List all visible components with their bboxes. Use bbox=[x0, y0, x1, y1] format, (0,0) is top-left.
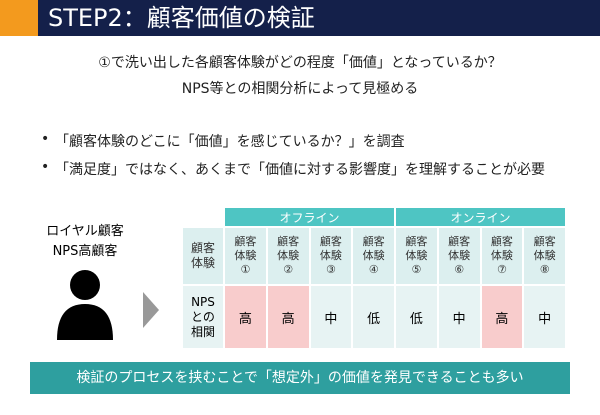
value-cell: 低 bbox=[353, 286, 394, 348]
value-cell: 中 bbox=[524, 286, 565, 348]
cell-text: 体験 bbox=[362, 249, 385, 262]
cell-text: 体験 bbox=[490, 249, 513, 262]
segment: NPS高顧客 bbox=[52, 244, 118, 259]
cell-text: との bbox=[191, 309, 215, 324]
icons bbox=[57, 270, 159, 340]
cell-text: ⑥ bbox=[454, 263, 465, 276]
cell-text: 顧客 bbox=[405, 235, 428, 248]
cell-text: ⑦ bbox=[496, 263, 507, 276]
header-row: オフライン オンライン bbox=[183, 208, 565, 226]
cell-text: 顧客 bbox=[362, 235, 385, 248]
column-header: 顧客 体験 ③ bbox=[310, 228, 352, 284]
bullet: 「顧客体験のどこに「価値」を感じているか？」を調査 bbox=[41, 131, 405, 151]
cell-text: ② bbox=[283, 263, 294, 276]
column-header: 顧客 体験 ① bbox=[225, 228, 266, 284]
cell-text: 体験 bbox=[448, 249, 471, 262]
cell-text: 顧客 bbox=[490, 235, 513, 248]
cell-text: 顧客 bbox=[234, 235, 257, 248]
cell-text: 顧客 bbox=[319, 235, 342, 248]
cell-text: 体験 bbox=[405, 249, 428, 262]
column-header: 顧客 体験 ⑤ bbox=[396, 228, 437, 284]
cell-text: ③ bbox=[325, 263, 336, 276]
value-row: NPS との 相関高高中低低中高中 bbox=[183, 286, 565, 348]
lead: ①で洗い出した各顧客体験がどの程度「価値」となっているか？ bbox=[98, 55, 502, 71]
column-row: 顧客 体験 顧客 体験 ① 顧客 体験 ② 顧客 体験 ③ 顧客 体験 ④ 顧客 体験 ⑤ 顧客 体験 ⑥ 顧客 体験 ⑦ 顧… bbox=[183, 228, 565, 284]
column-header: 顧客 体験 ⑦ bbox=[481, 228, 523, 284]
row-label: NPS との 相関 bbox=[183, 286, 223, 348]
cell-text: 体験 bbox=[533, 249, 556, 262]
group-header: オンライン bbox=[396, 208, 565, 226]
cell-text: ⑧ bbox=[539, 263, 550, 276]
group-header: オフライン bbox=[225, 208, 394, 226]
value-cell: 高 bbox=[225, 286, 266, 348]
cell-text: 体験 bbox=[319, 249, 342, 262]
cell-text: 顧客 bbox=[533, 235, 556, 248]
cell-text: 顧客 bbox=[190, 241, 215, 255]
value-cell: 高 bbox=[481, 286, 523, 348]
arrow bbox=[143, 292, 159, 328]
title-accent bbox=[0, 0, 38, 36]
column-header: 顧客 体験 ④ bbox=[353, 228, 394, 284]
cell-text: ⑤ bbox=[411, 263, 422, 276]
cell-text: 顧客 bbox=[448, 235, 471, 248]
cell-text: 顧客 bbox=[277, 235, 300, 248]
title: STEP2：顧客価値の検証 bbox=[48, 4, 315, 32]
person-body bbox=[57, 304, 113, 340]
column-header: 顧客 体験 ⑧ bbox=[524, 228, 565, 284]
row-header: 顧客 体験 bbox=[183, 228, 223, 284]
cell-text: 体験 bbox=[277, 249, 300, 262]
bullet: 「満足度」ではなく、あくまで「価値に対する影響度」を理解することが必要 bbox=[41, 159, 545, 179]
cell-text: ④ bbox=[368, 263, 379, 276]
cell-text: NPS bbox=[191, 294, 215, 309]
value-cell: 高 bbox=[267, 286, 309, 348]
lead: NPS等との相関分析によって見極める bbox=[181, 81, 419, 97]
value-cell: 低 bbox=[396, 286, 437, 348]
column-header: 顧客 体験 ⑥ bbox=[438, 228, 480, 284]
cell-text: 体験 bbox=[234, 249, 257, 262]
corner bbox=[183, 208, 223, 226]
value-cell: 中 bbox=[438, 286, 480, 348]
table: オフライン オンライン 顧客 体験 顧客 体験 ① 顧客 体験 ② 顧客 体験 ③ 顧客 体験 ④ 顧客 体験 ⑤ 顧… bbox=[181, 206, 567, 350]
cell-text: 相関 bbox=[190, 324, 215, 339]
footer-banner: 検証のプロセスを挟むことで「想定外」の価値を発見できることも多い bbox=[30, 362, 570, 394]
cell-text: ① bbox=[240, 263, 251, 276]
segment: ロイヤル顧客 bbox=[46, 224, 124, 239]
column-header: 顧客 体験 ② bbox=[267, 228, 309, 284]
person-head bbox=[70, 270, 100, 300]
title-bar bbox=[0, 0, 600, 36]
value-cell: 中 bbox=[310, 286, 352, 348]
cell-text: 体験 bbox=[190, 256, 215, 270]
